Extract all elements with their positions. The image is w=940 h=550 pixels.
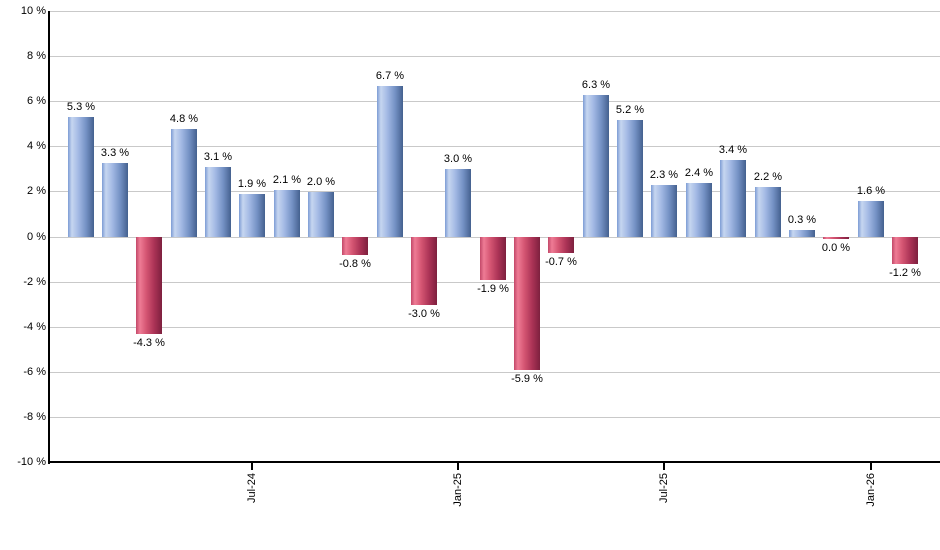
bar[interactable]	[68, 117, 94, 237]
bar-value-label: -0.7 %	[545, 256, 577, 268]
x-axis-tick	[663, 463, 665, 470]
bar[interactable]	[136, 237, 162, 334]
bar[interactable]	[548, 237, 574, 253]
bar[interactable]	[686, 183, 712, 237]
bar-value-label: 6.3 %	[581, 79, 611, 91]
bar-value-label: 3.1 %	[203, 151, 233, 163]
bar[interactable]	[583, 95, 609, 237]
bar[interactable]	[445, 169, 471, 237]
gridline	[50, 282, 940, 283]
bar[interactable]	[480, 237, 506, 280]
bar[interactable]	[205, 167, 231, 237]
bar-value-label: 0.0 %	[821, 242, 851, 254]
bar[interactable]	[617, 120, 643, 237]
gridline	[50, 11, 940, 12]
bar[interactable]	[514, 237, 540, 370]
bar[interactable]	[171, 129, 197, 237]
bar[interactable]	[239, 194, 265, 237]
bar-value-label: 1.9 %	[237, 178, 267, 190]
y-axis-label: 4 %	[27, 140, 46, 152]
y-axis-label: 0 %	[27, 231, 46, 243]
gridline	[50, 146, 940, 147]
gridline	[50, 191, 940, 192]
gridline	[50, 372, 940, 373]
bar-value-label: 5.2 %	[615, 104, 645, 116]
x-axis-label: Jul-25	[658, 473, 670, 503]
y-axis-label: -4 %	[23, 321, 46, 333]
bar[interactable]	[892, 237, 918, 264]
bar[interactable]	[720, 160, 746, 237]
x-axis-label: Jul-24	[246, 473, 258, 503]
y-axis-label: 10 %	[20, 5, 46, 17]
y-axis-label: 6 %	[27, 95, 46, 107]
bar-value-label: 2.1 %	[272, 174, 302, 186]
y-axis-label: -8 %	[23, 411, 46, 423]
bar-value-label: 6.7 %	[375, 70, 405, 82]
bar[interactable]	[274, 190, 300, 237]
bar-value-label: -4.3 %	[133, 337, 165, 349]
bar-value-label: 2.0 %	[306, 176, 336, 188]
y-axis-label: -6 %	[23, 366, 46, 378]
gridline	[50, 56, 940, 57]
bar-value-label: 1.6 %	[856, 185, 886, 197]
bar[interactable]	[377, 86, 403, 237]
bar[interactable]	[102, 163, 128, 237]
gridline	[50, 101, 940, 102]
x-axis-tick	[870, 463, 872, 470]
gridline	[50, 327, 940, 328]
bar[interactable]	[789, 230, 815, 237]
bar-value-label: 3.4 %	[718, 144, 748, 156]
bar[interactable]	[755, 187, 781, 237]
y-axis-label: 2 %	[27, 185, 46, 197]
bar-value-label: -1.2 %	[889, 267, 921, 279]
x-axis-label: Jan-25	[452, 473, 464, 507]
x-axis	[48, 461, 940, 463]
bar-value-label: 2.2 %	[753, 171, 783, 183]
bar-value-label: -3.0 %	[408, 308, 440, 320]
bar[interactable]	[823, 237, 849, 239]
bar[interactable]	[342, 237, 368, 255]
bar-value-label: -1.9 %	[477, 283, 509, 295]
bar[interactable]	[308, 192, 334, 237]
bar-value-label: 2.4 %	[684, 167, 714, 179]
bar-value-label: -5.9 %	[511, 373, 543, 385]
y-axis-label: 8 %	[27, 50, 46, 62]
bar-value-label: 0.3 %	[787, 214, 817, 226]
bar-value-label: 5.3 %	[66, 101, 96, 113]
bar-value-label: 3.0 %	[443, 153, 473, 165]
y-axis	[48, 11, 50, 464]
bar-value-label: 2.3 %	[649, 169, 679, 181]
bar-value-label: -0.8 %	[339, 258, 371, 270]
bar-value-label: 3.3 %	[100, 147, 130, 159]
gridline	[50, 417, 940, 418]
bar-value-label: 4.8 %	[169, 113, 199, 125]
x-axis-tick	[251, 463, 253, 470]
bar[interactable]	[651, 185, 677, 237]
y-axis-label: -2 %	[23, 276, 46, 288]
x-axis-label: Jan-26	[865, 473, 877, 507]
x-axis-tick	[457, 463, 459, 470]
bar[interactable]	[858, 201, 884, 237]
bar[interactable]	[411, 237, 437, 305]
y-axis-label: -10 %	[17, 456, 46, 468]
